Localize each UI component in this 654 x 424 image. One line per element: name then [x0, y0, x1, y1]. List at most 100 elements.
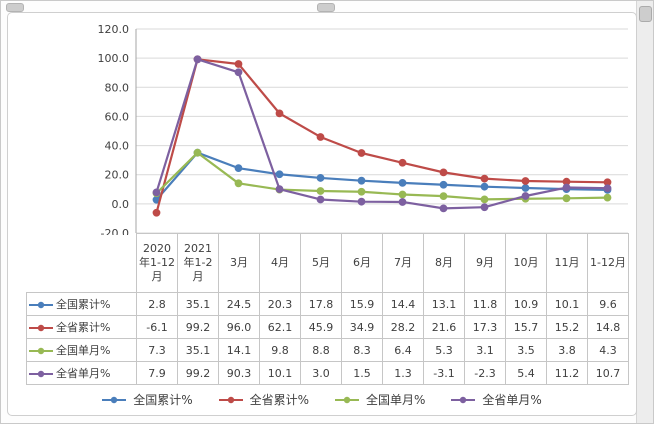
value-cell: 10.1 [259, 361, 301, 385]
value-cell: 45.9 [300, 315, 342, 339]
legend-key-icon [29, 347, 53, 355]
series-label-cell: 全国累计% [26, 292, 137, 316]
value-cell: 14.1 [218, 338, 260, 362]
value-cell: 14.8 [587, 315, 629, 339]
data-point-marker [398, 178, 407, 187]
value-cell: 11.2 [546, 361, 588, 385]
value-cell: 9.6 [587, 292, 629, 316]
vertical-scrollbar[interactable] [636, 1, 653, 423]
value-cell: 15.7 [505, 315, 547, 339]
data-point-marker [193, 148, 202, 157]
y-axis-tick-label: 120.0 [98, 23, 130, 36]
category-header-cell: 1-12月 [587, 233, 629, 293]
value-cell: 14.4 [382, 292, 424, 316]
data-point-marker [439, 168, 448, 177]
value-cell: 3.5 [505, 338, 547, 362]
data-point-marker [316, 195, 325, 204]
legend-label: 全国单月% [366, 393, 426, 407]
data-point-marker [480, 195, 489, 204]
value-cell: 15.2 [546, 315, 588, 339]
value-cell: 8.3 [341, 338, 383, 362]
data-point-marker [521, 192, 530, 200]
data-point-marker [357, 176, 366, 185]
value-cell: 5.4 [505, 361, 547, 385]
y-axis-tick-label: 0.0 [112, 198, 130, 211]
data-point-marker [603, 193, 612, 202]
legend-item: 全省单月% [451, 391, 542, 408]
value-cell: 35.1 [177, 338, 219, 362]
category-header-cell: 4月 [259, 233, 301, 293]
horizontal-scrollbar-handle[interactable] [6, 3, 24, 12]
value-cell: 7.3 [136, 338, 178, 362]
data-point-marker [193, 55, 202, 64]
legend-label: 全省累计% [249, 393, 309, 407]
category-header-cell: 6月 [341, 233, 383, 293]
y-axis-tick-label: 20.0 [105, 169, 130, 182]
category-header-cell: 3月 [218, 233, 260, 293]
data-point-marker [316, 187, 325, 195]
data-point-marker [398, 158, 407, 167]
table-corner [27, 234, 137, 293]
value-cell: 17.8 [300, 292, 342, 316]
value-cell: 99.2 [177, 361, 219, 385]
category-header-cell: 11月 [546, 233, 588, 293]
value-cell: 10.9 [505, 292, 547, 316]
series-name: 全省累计% [56, 321, 111, 334]
chart-object[interactable]: 120.0 100.0 80.0 60.0 40.0 20.0 0.0 -20.0 2020年… [7, 12, 637, 416]
legend-key-icon [218, 396, 243, 403]
data-point-marker [316, 174, 325, 182]
series-name: 全国单月% [56, 344, 111, 357]
value-cell: -6.1 [136, 315, 178, 339]
series-name: 全国累计% [56, 298, 111, 311]
legend-item: 全国累计% [102, 391, 193, 408]
value-cell: 3.8 [546, 338, 588, 362]
series-line-0 [155, 151, 608, 201]
horizontal-scrollbar-handle[interactable] [317, 3, 335, 12]
data-point-marker [275, 109, 284, 118]
value-cell: 4.3 [587, 338, 629, 362]
table-row: 全国累计% 2.8 35.1 24.5 20.3 17.8 15.9 14.4 13.1 11.8… [26, 292, 629, 316]
value-cell: 21.6 [423, 315, 465, 339]
value-cell: -3.1 [423, 361, 465, 385]
data-point-marker [562, 183, 571, 192]
value-cell: 90.3 [218, 361, 260, 385]
data-point-marker [152, 208, 161, 217]
value-cell: 28.2 [382, 315, 424, 339]
category-header-cell: 8月 [423, 233, 465, 293]
value-cell: 10.1 [546, 292, 588, 316]
value-cell: 13.1 [423, 292, 465, 316]
category-header-cell: 2020年1-12月 [136, 233, 178, 293]
scrollbar-thumb[interactable] [639, 6, 652, 22]
category-header-cell: 2021年1-2月 [177, 233, 219, 293]
legend-key-icon [451, 396, 476, 403]
y-axis-tick-label: 100.0 [98, 52, 130, 65]
chart-legend: 全国累计% 全省累计% 全国单月% 全省单月% [8, 391, 636, 408]
data-point-marker [357, 197, 366, 206]
data-point-marker [357, 149, 366, 157]
data-point-marker [521, 184, 530, 192]
legend-key-icon [335, 396, 359, 403]
value-cell: 2.8 [136, 292, 178, 316]
value-cell: 6.4 [382, 338, 424, 362]
value-cell: 99.2 [177, 315, 219, 339]
table-row: 全省单月% 7.9 99.2 90.3 10.1 3.0 1.5 1.3 -3.1 -2.3 5.4… [26, 361, 629, 385]
data-point-marker [234, 60, 243, 68]
legend-label: 全国累计% [133, 393, 193, 407]
value-cell: 17.3 [464, 315, 506, 339]
y-axis-tick-label: 60.0 [105, 110, 130, 123]
value-cell: 15.9 [341, 292, 383, 316]
data-point-marker [398, 190, 407, 199]
table-row: 全省累计% -6.1 99.2 96.0 62.1 45.9 34.9 28.2 21.6 17.… [26, 315, 629, 339]
category-header-cell: 10月 [505, 233, 547, 293]
value-cell: 35.1 [177, 292, 219, 316]
legend-key-icon [102, 396, 127, 403]
series-label-cell: 全国单月% [26, 338, 137, 362]
value-cell: 5.3 [423, 338, 465, 362]
category-header-cell: 5月 [300, 233, 342, 293]
y-axis-tick-label: 80.0 [105, 81, 130, 94]
legend-key-icon [29, 370, 53, 378]
value-cell: 1.3 [382, 361, 424, 385]
value-cell: 1.5 [341, 361, 383, 385]
y-axis-tick-label: -20.0 [101, 227, 129, 235]
